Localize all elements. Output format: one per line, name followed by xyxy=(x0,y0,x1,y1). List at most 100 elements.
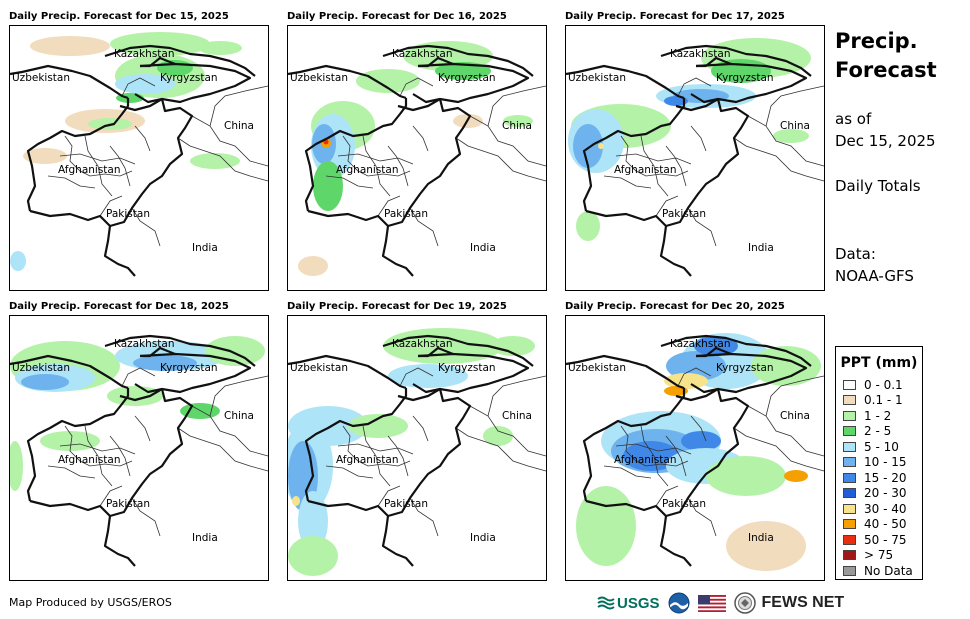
usgs-logo: USGS xyxy=(597,595,660,612)
legend-swatch xyxy=(843,410,856,421)
admin-boundary xyxy=(665,435,687,477)
admin-boundary xyxy=(487,375,547,417)
admin-boundary xyxy=(209,375,269,417)
as-of-line-1: as of xyxy=(835,110,872,128)
admin-boundary xyxy=(640,135,669,197)
precip-area xyxy=(694,336,738,356)
admin-boundary xyxy=(121,367,156,387)
forecast-title: Precip. Forecast xyxy=(835,27,955,85)
map-label-kazakhstan: Kazakhstan xyxy=(114,48,175,60)
country-border xyxy=(660,334,812,367)
country-border xyxy=(565,354,685,390)
precip-map: Kazakhstan Uzbekistan Kyrgyzstan China Afgha… xyxy=(9,315,269,581)
precip-area xyxy=(576,211,600,241)
precip-area xyxy=(9,441,23,491)
panel-title: Daily Precip. Forecast for Dec 17, 2025 xyxy=(565,11,785,22)
admin-boundary xyxy=(620,135,689,177)
map-frame xyxy=(287,25,547,291)
legend-title: PPT (mm) xyxy=(840,355,918,371)
legend-label: 10 - 15 xyxy=(864,455,907,470)
map-label-kazakhstan: Kazakhstan xyxy=(670,48,731,60)
map-frame xyxy=(9,25,269,291)
legend-entry: 2 - 5 xyxy=(836,424,922,440)
legend-swatch xyxy=(843,395,856,406)
logo-strip: USGS FEWS NET xyxy=(597,591,844,615)
map-label-afghanistan: Afghanistan xyxy=(614,164,677,176)
precip-area xyxy=(784,470,808,482)
map-label-afghanistan: Afghanistan xyxy=(614,454,677,466)
map-label-pakistan: Pakistan xyxy=(662,498,706,510)
country-border xyxy=(382,44,534,77)
precip-map: Kazakhstan Uzbekistan Kyrgyzstan China Afgha… xyxy=(565,315,825,581)
precip-area xyxy=(706,456,786,496)
map-label-china: China xyxy=(224,120,254,132)
legend-entry: 20 - 30 xyxy=(836,486,922,502)
panel-title: Daily Precip. Forecast for Dec 15, 2025 xyxy=(9,11,229,22)
admin-boundary xyxy=(64,425,133,467)
legend-entry: 1 - 2 xyxy=(836,408,922,424)
legend-label: 20 - 30 xyxy=(864,486,907,501)
admin-boundary xyxy=(469,405,547,457)
usgs-text: USGS xyxy=(617,594,660,612)
map-label-pakistan: Pakistan xyxy=(106,208,150,220)
country-border xyxy=(304,388,408,502)
precip-area xyxy=(356,69,420,93)
precip-map: Kazakhstan Uzbekistan Kyrgyzstan China Afgha… xyxy=(287,25,547,291)
admin-boundary xyxy=(134,415,151,442)
country-border xyxy=(119,98,163,112)
as-of-line-2: Dec 15, 2025 xyxy=(835,132,936,150)
admin-boundary xyxy=(377,485,401,507)
country-border xyxy=(140,346,176,358)
map-label-uzbekistan: Uzbekistan xyxy=(568,362,626,374)
country-border xyxy=(675,98,719,112)
admin-boundary xyxy=(177,427,269,472)
daily-totals-label: Daily Totals xyxy=(835,177,921,195)
admin-boundary xyxy=(109,145,131,187)
map-frame xyxy=(287,315,547,581)
map-label-india: India xyxy=(470,532,496,544)
admin-boundary xyxy=(342,425,411,467)
admin-boundary xyxy=(325,175,374,189)
panel-title: Daily Precip. Forecast for Dec 18, 2025 xyxy=(9,301,229,312)
precip-area xyxy=(10,251,26,271)
country-border xyxy=(582,388,686,502)
country-border xyxy=(665,98,750,228)
country-border xyxy=(109,388,194,518)
country-border xyxy=(660,44,812,77)
precip-area xyxy=(435,62,491,80)
boundaries xyxy=(9,334,269,567)
admin-boundary xyxy=(747,405,825,457)
legend-swatch xyxy=(843,488,856,499)
map-label-china: China xyxy=(780,410,810,422)
country-border xyxy=(109,98,194,228)
map-label-india: India xyxy=(748,242,774,254)
map-label-kazakhstan: Kazakhstan xyxy=(392,338,453,350)
precip-area xyxy=(681,431,721,451)
legend-entry: > 75 xyxy=(836,548,922,564)
admin-boundary xyxy=(325,465,374,479)
admin-boundary xyxy=(47,465,96,479)
legend-swatch xyxy=(843,472,856,483)
admin-boundary xyxy=(469,115,547,167)
admin-boundary xyxy=(655,485,679,507)
precip-area xyxy=(298,491,328,551)
precip-area xyxy=(115,74,175,94)
precip-area xyxy=(623,441,679,471)
legend-entry: 40 - 50 xyxy=(836,517,922,533)
admin-boundary xyxy=(487,85,547,127)
data-source: Data: NOAA-GFS xyxy=(835,243,960,287)
as-of-date: as of Dec 15, 2025 xyxy=(835,108,960,152)
admin-boundary xyxy=(733,427,825,472)
legend-swatch xyxy=(843,503,856,514)
admin-boundary xyxy=(134,125,151,152)
precip-area xyxy=(288,536,338,576)
map-label-kyrgyzstan: Kyrgyzstan xyxy=(438,72,496,84)
country-border xyxy=(418,56,454,68)
admin-boundary xyxy=(603,175,652,189)
admin-boundary xyxy=(412,415,429,442)
legend-swatch xyxy=(843,519,856,530)
fews-net-logo: FEWS NET xyxy=(761,594,845,611)
admin-boundary xyxy=(191,115,269,167)
precip-area xyxy=(133,355,197,371)
admin-boundary xyxy=(191,405,269,457)
